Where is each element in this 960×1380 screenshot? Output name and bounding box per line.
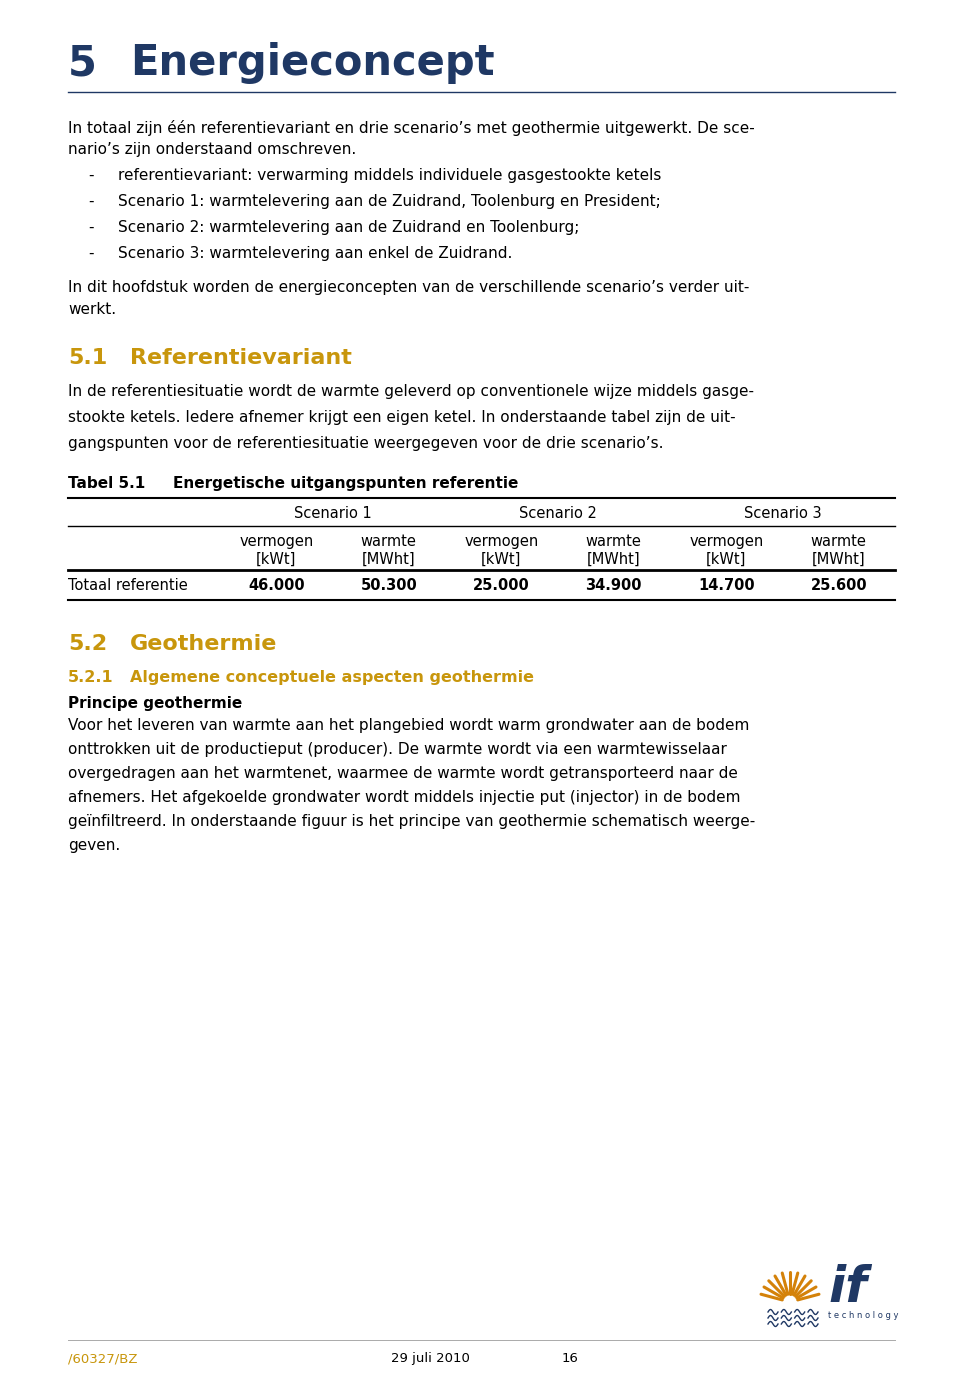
Text: [MWht]: [MWht] bbox=[812, 552, 866, 567]
Text: 25.600: 25.600 bbox=[810, 578, 867, 593]
Text: Tabel 5.1: Tabel 5.1 bbox=[68, 476, 145, 491]
Text: 50.300: 50.300 bbox=[360, 578, 418, 593]
Text: 5.1: 5.1 bbox=[68, 348, 108, 368]
Text: 46.000: 46.000 bbox=[248, 578, 304, 593]
Text: nario’s zijn onderstaand omschreven.: nario’s zijn onderstaand omschreven. bbox=[68, 142, 356, 157]
Text: Energetische uitgangspunten referentie: Energetische uitgangspunten referentie bbox=[173, 476, 518, 491]
Text: In dit hoofdstuk worden de energieconcepten van de verschillende scenario’s verd: In dit hoofdstuk worden de energieconcep… bbox=[68, 280, 750, 295]
Text: warmte: warmte bbox=[811, 534, 867, 549]
Text: -: - bbox=[88, 219, 93, 235]
Text: 29 juli 2010: 29 juli 2010 bbox=[391, 1352, 469, 1365]
Text: stookte ketels. Iedere afnemer krijgt een eigen ketel. In onderstaande tabel zij: stookte ketels. Iedere afnemer krijgt ee… bbox=[68, 410, 735, 425]
Text: vermogen: vermogen bbox=[689, 534, 763, 549]
Text: [kWt]: [kWt] bbox=[706, 552, 747, 567]
Text: [MWht]: [MWht] bbox=[587, 552, 640, 567]
Text: Scenario 2: Scenario 2 bbox=[518, 506, 596, 522]
Text: Scenario 3: Scenario 3 bbox=[744, 506, 822, 522]
Text: if: if bbox=[828, 1264, 867, 1312]
Text: Scenario 1: warmtelevering aan de Zuidrand, Toolenburg en President;: Scenario 1: warmtelevering aan de Zuidra… bbox=[118, 195, 660, 208]
Text: overgedragen aan het warmtenet, waarmee de warmte wordt getransporteerd naar de: overgedragen aan het warmtenet, waarmee … bbox=[68, 766, 738, 781]
Text: -: - bbox=[88, 195, 93, 208]
Text: afnemers. Het afgekoelde grondwater wordt middels injectie put (injector) in de : afnemers. Het afgekoelde grondwater word… bbox=[68, 789, 740, 805]
Text: 5: 5 bbox=[68, 41, 97, 84]
Text: warmte: warmte bbox=[361, 534, 417, 549]
Text: t e c h n o l o g y: t e c h n o l o g y bbox=[828, 1311, 899, 1321]
Text: /60327/BZ: /60327/BZ bbox=[68, 1352, 137, 1365]
Text: Scenario 2: warmtelevering aan de Zuidrand en Toolenburg;: Scenario 2: warmtelevering aan de Zuidra… bbox=[118, 219, 580, 235]
Text: 25.000: 25.000 bbox=[473, 578, 530, 593]
Text: werkt.: werkt. bbox=[68, 302, 116, 317]
Text: Principe geothermie: Principe geothermie bbox=[68, 696, 242, 711]
Text: [kWt]: [kWt] bbox=[481, 552, 521, 567]
Text: 5.2: 5.2 bbox=[68, 633, 108, 654]
Text: 34.900: 34.900 bbox=[586, 578, 642, 593]
Text: Voor het leveren van warmte aan het plangebied wordt warm grondwater aan de bode: Voor het leveren van warmte aan het plan… bbox=[68, 718, 750, 733]
Text: -: - bbox=[88, 246, 93, 261]
Text: [MWht]: [MWht] bbox=[362, 552, 416, 567]
Text: vermogen: vermogen bbox=[464, 534, 539, 549]
Text: Scenario 1: Scenario 1 bbox=[294, 506, 372, 522]
Text: geven.: geven. bbox=[68, 838, 120, 853]
Text: In totaal zijn één referentievariant en drie scenario’s met geothermie uitgewerk: In totaal zijn één referentievariant en … bbox=[68, 120, 755, 137]
Text: Scenario 3: warmtelevering aan enkel de Zuidrand.: Scenario 3: warmtelevering aan enkel de … bbox=[118, 246, 513, 261]
Text: Algemene conceptuele aspecten geothermie: Algemene conceptuele aspecten geothermie bbox=[130, 671, 534, 684]
Text: referentievariant: verwarming middels individuele gasgestookte ketels: referentievariant: verwarming middels in… bbox=[118, 168, 661, 184]
Text: onttrokken uit de productieput (producer). De warmte wordt via een warmtewissela: onttrokken uit de productieput (producer… bbox=[68, 742, 727, 758]
Text: 14.700: 14.700 bbox=[698, 578, 755, 593]
Text: Totaal referentie: Totaal referentie bbox=[68, 578, 188, 593]
Text: Referentievariant: Referentievariant bbox=[130, 348, 352, 368]
Text: -: - bbox=[88, 168, 93, 184]
Text: geïnfiltreerd. In onderstaande figuur is het principe van geothermie schematisch: geïnfiltreerd. In onderstaande figuur is… bbox=[68, 814, 756, 829]
Text: [kWt]: [kWt] bbox=[256, 552, 297, 567]
Text: In de referentiesituatie wordt de warmte geleverd op conventionele wijze middels: In de referentiesituatie wordt de warmte… bbox=[68, 384, 754, 399]
Text: vermogen: vermogen bbox=[239, 534, 313, 549]
Text: gangspunten voor de referentiesituatie weergegeven voor de drie scenario’s.: gangspunten voor de referentiesituatie w… bbox=[68, 436, 663, 451]
Text: warmte: warmte bbox=[586, 534, 641, 549]
Text: 5.2.1: 5.2.1 bbox=[68, 671, 113, 684]
Text: 16: 16 bbox=[562, 1352, 579, 1365]
Text: Energieconcept: Energieconcept bbox=[130, 41, 494, 84]
Text: Geothermie: Geothermie bbox=[130, 633, 277, 654]
